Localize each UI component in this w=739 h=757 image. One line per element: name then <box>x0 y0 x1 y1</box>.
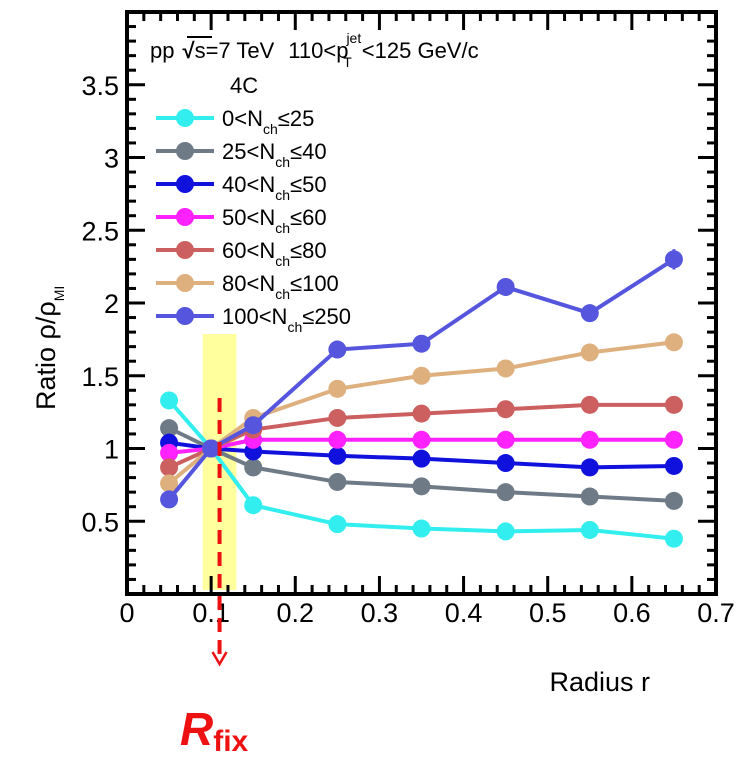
x-tick-label: 0.3 <box>361 598 399 628</box>
data-point <box>160 474 179 493</box>
y-tick-label: 1 <box>104 435 119 465</box>
data-point <box>202 439 221 458</box>
data-point <box>328 379 347 398</box>
data-point <box>328 472 347 491</box>
data-point <box>160 391 179 410</box>
data-point <box>496 522 515 541</box>
data-point <box>160 458 179 477</box>
data-point <box>244 416 263 435</box>
data-point <box>664 529 683 548</box>
rfix-annotation-layer: Rfix <box>180 398 249 757</box>
y-tick-label: 0.5 <box>81 507 119 537</box>
header-text: pp √s=7 TeV 110<pjet T <125 GeV/c <box>150 30 479 70</box>
data-point <box>664 333 683 352</box>
data-point <box>496 483 515 502</box>
legend-entry-6: 100<Nch≤250 <box>156 304 351 335</box>
data-point <box>244 458 263 477</box>
data-point <box>580 430 599 449</box>
x-tick-label: 0.2 <box>277 598 315 628</box>
legend-entry-3: 50<Nch≤60 <box>156 205 327 236</box>
legend-layer: 0<Nch≤2525<Nch≤4040<Nch≤5050<Nch≤6060<Nc… <box>156 106 351 335</box>
x-tick-label: 0.1 <box>192 598 230 628</box>
series-0 <box>160 391 683 548</box>
data-point <box>664 250 683 269</box>
data-point <box>160 419 179 438</box>
legend-marker <box>176 142 194 160</box>
data-point <box>580 395 599 414</box>
x-axis-title: Radius r <box>549 667 650 697</box>
data-point <box>664 395 683 414</box>
legend-entry-4: 60<Nch≤80 <box>156 238 327 269</box>
legend-marker <box>176 175 194 193</box>
data-point <box>412 519 431 538</box>
rfix-arrowhead <box>211 651 228 667</box>
x-tick-label: 0.4 <box>445 598 483 628</box>
data-point <box>412 366 431 385</box>
legend-marker <box>176 307 194 325</box>
data-point <box>664 430 683 449</box>
legend-label: 0<Nch≤25 <box>222 106 314 137</box>
legend-label: 100<Nch≤250 <box>222 304 351 335</box>
legend-marker <box>176 109 194 127</box>
data-point <box>412 449 431 468</box>
y-axis-title: Ratio ρ/ρMI <box>31 286 67 410</box>
legend-entry-0: 0<Nch≤25 <box>156 106 314 137</box>
legend-label: 40<Nch≤50 <box>222 172 327 203</box>
series-line-0 <box>167 399 675 541</box>
y-tick-label: 2.5 <box>81 216 119 246</box>
legend-entry-1: 25<Nch≤40 <box>156 139 327 170</box>
y-tick-label: 3.5 <box>81 71 119 101</box>
data-point <box>412 477 431 496</box>
data-point <box>412 404 431 423</box>
series-2 <box>160 433 683 477</box>
legend-label: 25<Nch≤40 <box>222 139 327 170</box>
data-point <box>580 520 599 539</box>
legend-marker <box>176 274 194 292</box>
rfix-label: Rfix <box>180 703 249 757</box>
data-point <box>664 456 683 475</box>
data-point <box>412 430 431 449</box>
legend-entry-2: 40<Nch≤50 <box>156 172 327 203</box>
text-layer: 0 0.1 0.2 0.3 0.4 0.5 0.6 0.7 0.5 1 1.5 2 2.5 3 3.5 Rad… <box>31 30 735 697</box>
data-point <box>244 496 263 515</box>
data-point <box>328 515 347 534</box>
data-point <box>328 446 347 465</box>
x-tick-label: 0.5 <box>529 598 567 628</box>
legend-label: 60<Nch≤80 <box>222 238 327 269</box>
legend-marker <box>176 208 194 226</box>
y-tick-label: 3 <box>104 144 119 174</box>
data-point <box>328 340 347 359</box>
data-point <box>580 487 599 506</box>
legend-label: 80<Nch≤100 <box>222 271 339 302</box>
data-point <box>496 400 515 419</box>
data-point <box>496 359 515 378</box>
y-tick-label: 2 <box>104 289 119 319</box>
data-point <box>160 443 179 462</box>
legend-entry-5: 80<Nch≤100 <box>156 271 339 302</box>
data-point <box>580 458 599 477</box>
data-point <box>580 304 599 323</box>
axes-frame-layer <box>125 10 718 596</box>
data-point <box>664 491 683 510</box>
data-point <box>328 430 347 449</box>
model-label: 4C <box>230 73 258 98</box>
data-point <box>580 343 599 362</box>
data-point <box>412 334 431 353</box>
legend-marker <box>176 241 194 259</box>
x-tick-label: 0.6 <box>613 598 651 628</box>
data-point <box>496 430 515 449</box>
x-tick-label: 0.7 <box>697 598 735 628</box>
legend-label: 50<Nch≤60 <box>222 205 327 236</box>
data-point <box>328 408 347 427</box>
data-point <box>496 454 515 473</box>
y-tick-label: 1.5 <box>81 362 119 392</box>
data-point <box>160 490 179 509</box>
data-point <box>496 277 515 296</box>
x-tick-label: 0 <box>119 598 134 628</box>
